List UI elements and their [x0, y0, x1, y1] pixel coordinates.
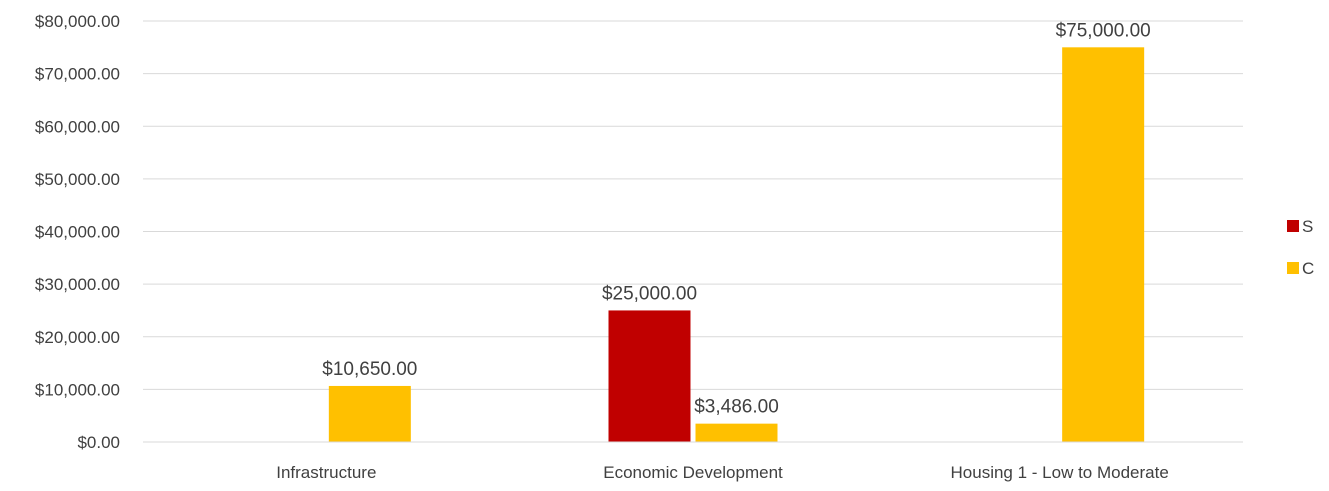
- data-label: $25,000.00: [602, 283, 697, 304]
- data-label: $3,486.00: [694, 397, 779, 418]
- y-tick-label: $80,000.00: [35, 12, 120, 31]
- data-label: $10,650.00: [322, 359, 417, 380]
- y-tick-label: $60,000.00: [35, 117, 120, 136]
- legend-swatch-s: [1287, 220, 1299, 232]
- bar-c-2: [1062, 47, 1145, 442]
- data-labels: $10,650.00 $25,000.00 $3,486.00 $75,000.00: [322, 20, 1150, 417]
- y-axis: $0.00 $10,000.00 $20,000.00 $30,000.00 $40,0…: [35, 12, 120, 452]
- legend: SC: [1287, 217, 1314, 278]
- legend-swatch-c: [1287, 262, 1299, 274]
- bar-c-0: [328, 385, 411, 442]
- y-tick-label: $70,000.00: [35, 65, 120, 84]
- bar-s-1: [608, 310, 691, 442]
- y-tick-label: $40,000.00: [35, 223, 120, 242]
- y-tick-label: $50,000.00: [35, 170, 120, 189]
- y-tick-label: $30,000.00: [35, 275, 120, 294]
- x-tick-label: Economic Development: [603, 463, 783, 482]
- bar-c-1: [695, 423, 778, 442]
- x-tick-label: Housing 1 - Low to Moderate: [951, 463, 1169, 482]
- x-axis: Infrastructure Economic Development Housin…: [143, 441, 1243, 482]
- legend-label-c: C: [1302, 259, 1314, 278]
- bars: [328, 47, 1145, 442]
- legend-label-s: S: [1302, 217, 1313, 236]
- y-tick-label: $10,000.00: [35, 380, 120, 399]
- x-tick-label: Infrastructure: [276, 463, 376, 482]
- y-tick-label: $0.00: [77, 433, 120, 452]
- data-label: $75,000.00: [1056, 20, 1151, 41]
- gridlines: [143, 20, 1243, 443]
- y-tick-label: $20,000.00: [35, 328, 120, 347]
